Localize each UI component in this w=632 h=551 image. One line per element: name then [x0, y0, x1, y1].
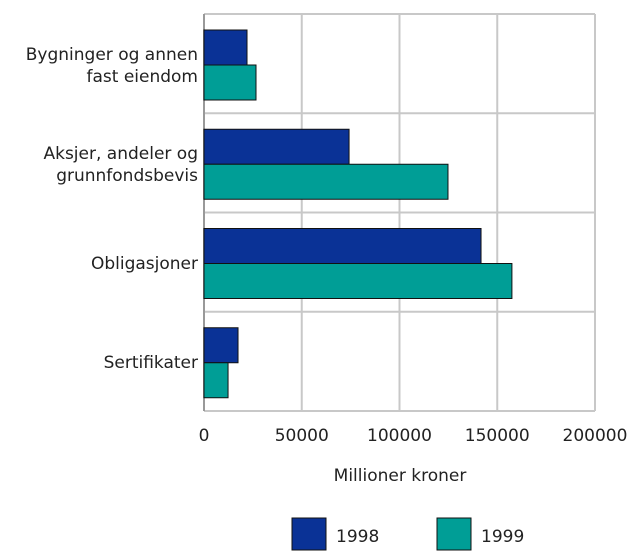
bar: [203, 327, 239, 364]
bar: [203, 263, 513, 299]
x-tick-label: 100000: [367, 426, 432, 446]
bar: [203, 128, 350, 165]
legend-swatch: [436, 517, 472, 551]
y-tick-label: Aksjer, andeler og grunnfondsbevis: [43, 143, 198, 186]
x-tick-label: 200000: [563, 426, 628, 446]
bar: [203, 29, 248, 66]
y-tick-label: Bygninger og annen fast eiendom: [25, 44, 198, 87]
bar: [203, 362, 229, 399]
x-axis-label: Millioner kroner: [334, 466, 467, 486]
legend-label: 1999: [481, 527, 524, 547]
x-tick-label: 0: [199, 426, 210, 446]
x-tick-label: 50000: [275, 426, 329, 446]
legend-label: 1998: [336, 527, 379, 547]
legend-swatch: [291, 517, 327, 551]
bar: [203, 64, 257, 101]
bar: [203, 163, 449, 200]
x-tick-label: 150000: [465, 426, 530, 446]
bar: [203, 228, 482, 264]
y-tick-label: Obligasjoner: [90, 254, 198, 275]
y-tick-label: Sertifikater: [103, 353, 198, 374]
